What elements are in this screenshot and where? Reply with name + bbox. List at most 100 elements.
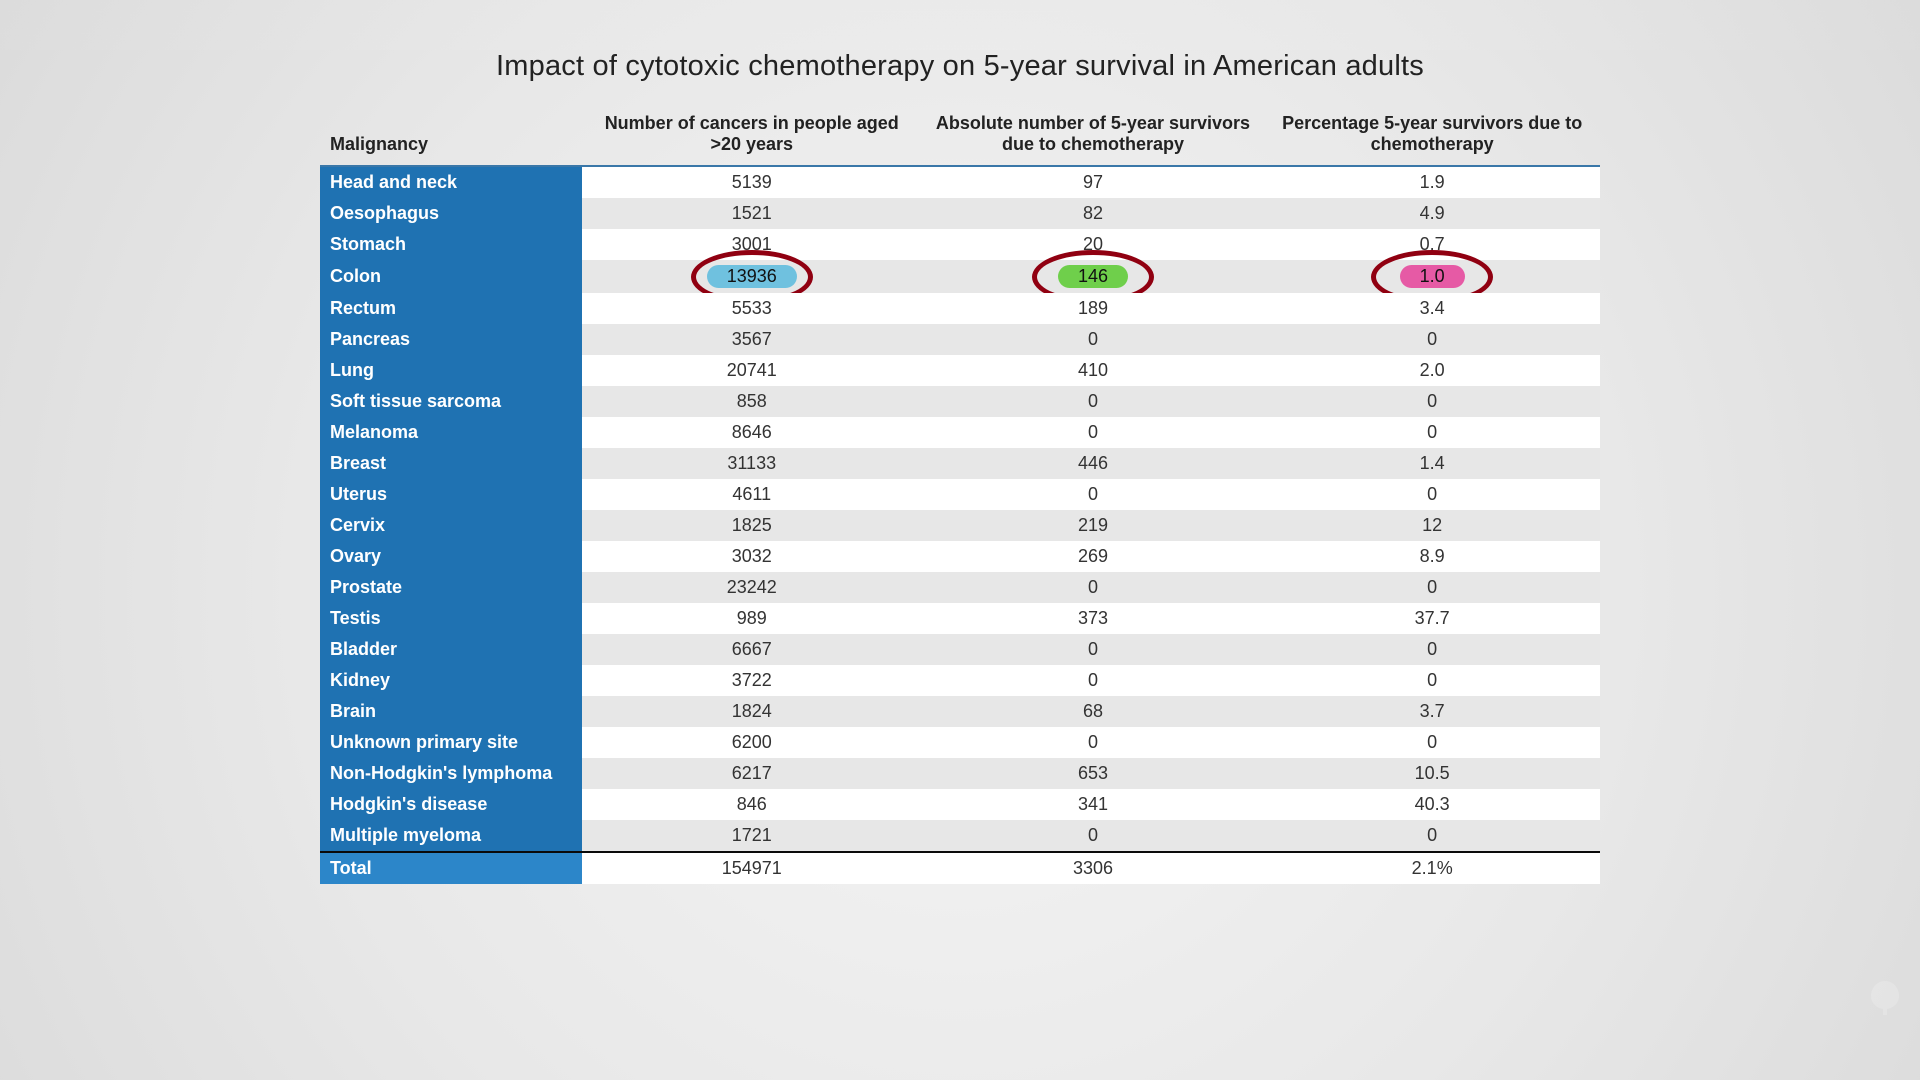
cell-value: 0 [1264, 820, 1600, 852]
cell-value: 20741 [582, 355, 922, 386]
table-row: Bladder666700 [320, 634, 1600, 665]
cell-value: 0 [922, 665, 1265, 696]
row-label-total: Total [320, 852, 582, 884]
row-label: Lung [320, 355, 582, 386]
cell-value: 1.9 [1264, 166, 1600, 198]
cell-value: 0 [1264, 665, 1600, 696]
table-row: Ovary30322698.9 [320, 541, 1600, 572]
row-label: Colon [320, 260, 582, 293]
row-label: Testis [320, 603, 582, 634]
cell-value: 0 [1264, 727, 1600, 758]
cell-value: 0 [922, 727, 1265, 758]
cell-value: 0 [1264, 634, 1600, 665]
cell-value: 6217 [582, 758, 922, 789]
table-row: Testis98937337.7 [320, 603, 1600, 634]
cell-value: 40.3 [1264, 789, 1600, 820]
table-row: Cervix182521912 [320, 510, 1600, 541]
table-row-total: Total15497133062.1% [320, 852, 1600, 884]
cell-value: 269 [922, 541, 1265, 572]
cell-value: 1521 [582, 198, 922, 229]
highlight-pill: 146 [1058, 265, 1128, 288]
cell-value: 4611 [582, 479, 922, 510]
row-label: Bladder [320, 634, 582, 665]
table-row: Stomach3001200.7 [320, 229, 1600, 260]
cell-value: 68 [922, 696, 1265, 727]
table-row: Pancreas356700 [320, 324, 1600, 355]
cell-value: 13936 [582, 260, 922, 293]
row-label: Head and neck [320, 166, 582, 198]
cell-value: 1.0 [1264, 260, 1600, 293]
cell-value: 4.9 [1264, 198, 1600, 229]
table-row: Rectum55331893.4 [320, 293, 1600, 324]
cell-value: 0 [922, 820, 1265, 852]
table-row: Multiple myeloma172100 [320, 820, 1600, 852]
cell-value: 3.7 [1264, 696, 1600, 727]
table-row: Lung207414102.0 [320, 355, 1600, 386]
table-row: Kidney372200 [320, 665, 1600, 696]
row-label: Breast [320, 448, 582, 479]
row-label: Rectum [320, 293, 582, 324]
cell-value: 3306 [922, 852, 1265, 884]
cell-value: 82 [922, 198, 1265, 229]
cell-value: 341 [922, 789, 1265, 820]
cell-value: 1721 [582, 820, 922, 852]
highlight-pill: 1.0 [1400, 265, 1465, 288]
cell-value: 97 [922, 166, 1265, 198]
cell-value: 0.7 [1264, 229, 1600, 260]
cell-value: 154971 [582, 852, 922, 884]
table-row: Oesophagus1521824.9 [320, 198, 1600, 229]
table-row: Uterus461100 [320, 479, 1600, 510]
table-row: Prostate2324200 [320, 572, 1600, 603]
row-label: Soft tissue sarcoma [320, 386, 582, 417]
cell-value: 373 [922, 603, 1265, 634]
row-label: Kidney [320, 665, 582, 696]
cell-value: 0 [922, 324, 1265, 355]
table-row: Unknown primary site620000 [320, 727, 1600, 758]
row-label: Non-Hodgkin's lymphoma [320, 758, 582, 789]
row-label: Unknown primary site [320, 727, 582, 758]
cell-value: 3001 [582, 229, 922, 260]
row-label: Prostate [320, 572, 582, 603]
table-row: Soft tissue sarcoma85800 [320, 386, 1600, 417]
row-label: Melanoma [320, 417, 582, 448]
chart-title: Impact of cytotoxic chemotherapy on 5-ye… [320, 50, 1600, 83]
cell-value: 10.5 [1264, 758, 1600, 789]
row-label: Uterus [320, 479, 582, 510]
cell-value: 6200 [582, 727, 922, 758]
cell-value: 1.4 [1264, 448, 1600, 479]
cell-value: 31133 [582, 448, 922, 479]
survival-table: Malignancy Number of cancers in people a… [320, 107, 1600, 884]
cell-value: 989 [582, 603, 922, 634]
table-row: Brain1824683.7 [320, 696, 1600, 727]
cell-value: 8646 [582, 417, 922, 448]
table-header-row: Malignancy Number of cancers in people a… [320, 107, 1600, 166]
cell-value: 3722 [582, 665, 922, 696]
row-label: Hodgkin's disease [320, 789, 582, 820]
table-row: Breast311334461.4 [320, 448, 1600, 479]
table-row: Melanoma864600 [320, 417, 1600, 448]
cell-value: 410 [922, 355, 1265, 386]
cell-value: 0 [922, 417, 1265, 448]
row-label: Brain [320, 696, 582, 727]
col-header-malignancy: Malignancy [320, 107, 582, 166]
highlight-pill: 13936 [707, 265, 797, 288]
cell-value: 2.1% [1264, 852, 1600, 884]
cell-value: 1825 [582, 510, 922, 541]
tree-logo-icon [1868, 979, 1902, 1022]
row-label: Stomach [320, 229, 582, 260]
cell-value: 219 [922, 510, 1265, 541]
cell-value: 5139 [582, 166, 922, 198]
cell-value: 0 [922, 479, 1265, 510]
row-label: Ovary [320, 541, 582, 572]
cell-value: 0 [1264, 417, 1600, 448]
cell-value: 12 [1264, 510, 1600, 541]
cell-value: 0 [922, 386, 1265, 417]
cell-value: 0 [1264, 386, 1600, 417]
cell-value: 0 [1264, 479, 1600, 510]
cell-value: 23242 [582, 572, 922, 603]
cell-value: 3567 [582, 324, 922, 355]
cell-value: 2.0 [1264, 355, 1600, 386]
cell-value: 5533 [582, 293, 922, 324]
cell-value: 1824 [582, 696, 922, 727]
cell-value: 653 [922, 758, 1265, 789]
